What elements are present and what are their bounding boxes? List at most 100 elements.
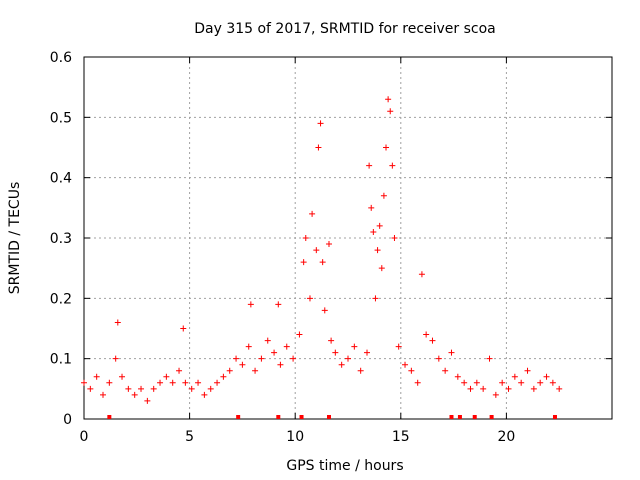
data-point xyxy=(389,162,396,169)
data-point xyxy=(114,319,121,326)
data-point xyxy=(321,307,328,314)
data-point xyxy=(180,325,187,332)
data-point xyxy=(530,385,537,392)
data-point xyxy=(480,385,487,392)
y-tick-label: 0.1 xyxy=(50,352,72,368)
data-point xyxy=(378,265,385,272)
data-point xyxy=(309,210,316,217)
data-point xyxy=(277,361,284,368)
data-point xyxy=(418,271,425,278)
data-point xyxy=(188,385,195,392)
data-point xyxy=(220,373,227,380)
data-point xyxy=(499,379,506,386)
data-point xyxy=(549,379,556,386)
y-tick-label: 0.2 xyxy=(50,291,72,307)
data-point xyxy=(271,349,278,356)
data-point xyxy=(207,385,214,392)
rug-marker xyxy=(326,415,331,419)
y-tick-label: 0.3 xyxy=(50,231,72,247)
data-point xyxy=(150,385,157,392)
data-point xyxy=(201,391,208,398)
data-point xyxy=(214,379,221,386)
rug-marker xyxy=(489,415,494,419)
x-tick-label: 0 xyxy=(80,429,89,445)
rug-marker xyxy=(299,415,304,419)
data-point xyxy=(106,379,113,386)
data-point xyxy=(176,367,183,374)
data-point xyxy=(296,331,303,338)
data-point xyxy=(537,379,544,386)
data-point xyxy=(454,373,461,380)
data-series-srmtid xyxy=(81,96,563,404)
data-point xyxy=(169,379,176,386)
data-point xyxy=(383,144,390,151)
data-point xyxy=(518,379,525,386)
data-point xyxy=(402,361,409,368)
x-axis-label: GPS time / hours xyxy=(286,458,403,474)
data-point xyxy=(370,228,377,235)
data-point xyxy=(247,301,254,308)
data-point xyxy=(119,373,126,380)
rug-marker xyxy=(552,415,557,419)
x-tick-label: 10 xyxy=(286,429,304,445)
data-point xyxy=(81,379,87,386)
data-point xyxy=(325,241,332,248)
data-point xyxy=(328,337,335,344)
data-point xyxy=(195,379,202,386)
data-point xyxy=(448,349,455,356)
rug-markers xyxy=(107,415,557,419)
rug-marker xyxy=(457,415,462,419)
rug-marker xyxy=(236,415,241,419)
data-point xyxy=(543,373,550,380)
data-point xyxy=(357,367,364,374)
data-point xyxy=(332,349,339,356)
data-point xyxy=(380,192,387,199)
data-point xyxy=(258,355,265,362)
data-point xyxy=(345,355,351,362)
data-point xyxy=(283,343,290,350)
data-point xyxy=(138,385,145,392)
data-point xyxy=(556,385,563,392)
data-point xyxy=(157,379,164,386)
data-point xyxy=(87,385,94,392)
x-tick-label: 5 xyxy=(185,429,194,445)
data-point xyxy=(408,367,415,374)
data-point xyxy=(505,385,512,392)
data-point xyxy=(366,162,373,169)
data-point xyxy=(435,355,442,362)
data-point xyxy=(252,367,259,374)
data-point xyxy=(364,349,371,356)
data-point xyxy=(233,355,240,362)
data-point xyxy=(163,373,170,380)
x-tick-label: 20 xyxy=(497,429,515,445)
data-point xyxy=(385,96,392,103)
y-axis-label: SRMTID / TECUs xyxy=(7,182,23,295)
data-point xyxy=(423,331,430,338)
x-tick-label: 15 xyxy=(392,429,410,445)
gridlines xyxy=(84,57,612,419)
y-tick-label: 0.5 xyxy=(50,110,72,126)
data-point xyxy=(461,379,468,386)
data-point xyxy=(144,397,151,404)
data-point xyxy=(315,144,322,151)
data-point xyxy=(226,367,233,374)
y-tick-label: 0.6 xyxy=(50,50,72,66)
data-point xyxy=(467,385,474,392)
y-tick-label: 0 xyxy=(63,412,72,428)
data-point xyxy=(351,343,358,350)
y-tick-label: 0.4 xyxy=(50,171,72,187)
data-point xyxy=(125,385,132,392)
data-point xyxy=(368,204,375,211)
data-point xyxy=(391,235,398,241)
data-point xyxy=(182,379,189,386)
data-point xyxy=(112,355,119,362)
data-point xyxy=(429,337,436,344)
data-point xyxy=(492,391,499,398)
data-point xyxy=(414,379,421,386)
data-point xyxy=(239,361,246,368)
data-point xyxy=(317,120,324,127)
data-point xyxy=(473,379,480,386)
data-point xyxy=(524,367,531,374)
data-point xyxy=(264,337,271,344)
